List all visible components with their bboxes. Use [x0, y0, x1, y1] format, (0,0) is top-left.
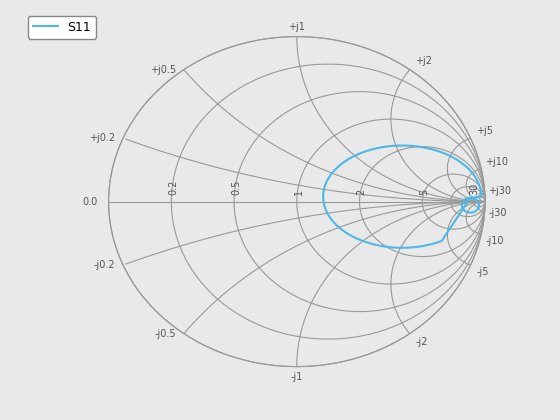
Text: -j10: -j10 — [485, 236, 503, 246]
Text: -j0.2: -j0.2 — [94, 260, 115, 270]
Text: -j2: -j2 — [416, 337, 428, 347]
Text: +j0.2: +j0.2 — [90, 133, 115, 143]
Text: +j2: +j2 — [416, 56, 432, 66]
Text: +j0.5: +j0.5 — [150, 65, 176, 75]
S11 — [478, 194, 484, 199]
S11 — [399, 245, 405, 250]
S11 — [475, 182, 482, 187]
Text: 2: 2 — [356, 189, 366, 195]
S11 — [436, 149, 442, 154]
Text: -j0.5: -j0.5 — [155, 328, 176, 339]
Text: +j10: +j10 — [485, 157, 508, 167]
S11 — [478, 194, 484, 199]
Text: -j30: -j30 — [488, 207, 507, 218]
Legend: S11: S11 — [27, 16, 96, 39]
S11 — [398, 143, 405, 148]
Text: -j5: -j5 — [476, 267, 489, 277]
Line: S11: S11 — [323, 145, 481, 248]
S11 — [468, 210, 474, 215]
Text: +j30: +j30 — [488, 186, 511, 196]
S11 — [336, 163, 343, 168]
Text: 0.0: 0.0 — [82, 197, 97, 207]
Text: 0.5: 0.5 — [231, 180, 241, 195]
S11 — [465, 210, 472, 215]
Text: 30: 30 — [470, 183, 480, 195]
Text: 1: 1 — [293, 189, 304, 195]
Text: -j1: -j1 — [291, 372, 303, 381]
Text: +j1: +j1 — [288, 22, 305, 32]
Text: +j5: +j5 — [476, 126, 493, 136]
Text: 5: 5 — [419, 189, 429, 195]
S11 — [464, 196, 470, 201]
Text: 0.2: 0.2 — [168, 180, 178, 195]
